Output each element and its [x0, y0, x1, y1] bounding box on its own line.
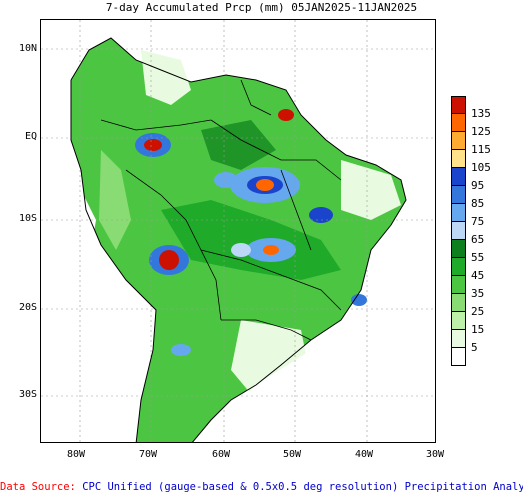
legend-label: 45 [471, 269, 485, 282]
legend-swatch [451, 312, 466, 330]
legend-swatch [451, 294, 466, 312]
medium-core-2 [231, 243, 251, 257]
country-borders [100, 79, 342, 341]
data-source-description: CPC Unified (gauge-based & 0.5x0.5 deg r… [82, 481, 523, 493]
legend-label: 25 [471, 305, 485, 318]
heavy-core-1-center [144, 139, 162, 151]
map-title: 7-day Accumulated Prcp (mm) 05JAN2025-11… [105, 1, 418, 14]
lon-label-80w: 80W [66, 449, 86, 460]
heavy-core-4-center [263, 245, 279, 255]
legend-swatch [451, 186, 466, 204]
legend-label: 125 [471, 125, 491, 138]
legend-swatch [451, 114, 466, 132]
data-source-label: Data Source: [0, 481, 76, 493]
data-source-footer: Data Source: CPC Unified (gauge-based & … [0, 481, 523, 493]
legend-label: 95 [471, 179, 485, 192]
legend-swatch [451, 240, 466, 258]
map-canvas [41, 20, 435, 442]
heavy-core-6 [278, 109, 294, 121]
legend-label: 135 [471, 107, 491, 120]
heavy-core-3-center [159, 250, 179, 270]
precipitation-map [40, 19, 436, 443]
medium-core-3 [171, 344, 191, 356]
graticule [41, 20, 435, 442]
dry-area-coast [41, 190, 96, 442]
legend-swatch [451, 330, 466, 348]
legend-swatch [451, 96, 466, 114]
legend-swatch [451, 276, 466, 294]
heavy-core-2-center [256, 179, 274, 191]
ocean-south-white [202, 320, 435, 442]
lat-label-20s: 20S [18, 302, 37, 313]
dry-area-andes [99, 150, 131, 250]
legend-swatch [451, 150, 466, 168]
legend-swatch [451, 222, 466, 240]
lat-label-eq: EQ [24, 131, 37, 142]
legend-label: 115 [471, 143, 491, 156]
medium-core-1 [214, 172, 238, 188]
legend-label: 105 [471, 161, 491, 174]
legend-swatch [451, 168, 466, 186]
legend-label: 75 [471, 215, 485, 228]
dark-green-patch [201, 120, 276, 170]
lon-label-40w: 40W [354, 449, 374, 460]
color-legend [451, 96, 467, 366]
legend-swatch [451, 258, 466, 276]
legend-swatch [451, 204, 466, 222]
legend-label: 35 [471, 287, 485, 300]
dry-area-north [141, 50, 191, 105]
heavy-core-5 [309, 207, 333, 223]
lon-label-30w: 30W [425, 449, 445, 460]
lat-label-30s: 30S [18, 389, 37, 400]
legend-swatch [451, 132, 466, 150]
lon-label-60w: 60W [211, 449, 231, 460]
lon-label-70w: 70W [138, 449, 158, 460]
legend-label: 5 [471, 341, 478, 354]
lat-label-10s: 10S [18, 213, 37, 224]
medium-core-4 [351, 294, 367, 306]
legend-label: 15 [471, 323, 485, 336]
lon-label-50w: 50W [282, 449, 302, 460]
legend-swatch [451, 348, 466, 366]
lat-label-10n: 10N [18, 43, 37, 54]
legend-label: 85 [471, 197, 485, 210]
legend-label: 55 [471, 251, 485, 264]
dry-area-northeast [341, 160, 401, 220]
coastline [70, 37, 407, 442]
legend-label: 65 [471, 233, 485, 246]
